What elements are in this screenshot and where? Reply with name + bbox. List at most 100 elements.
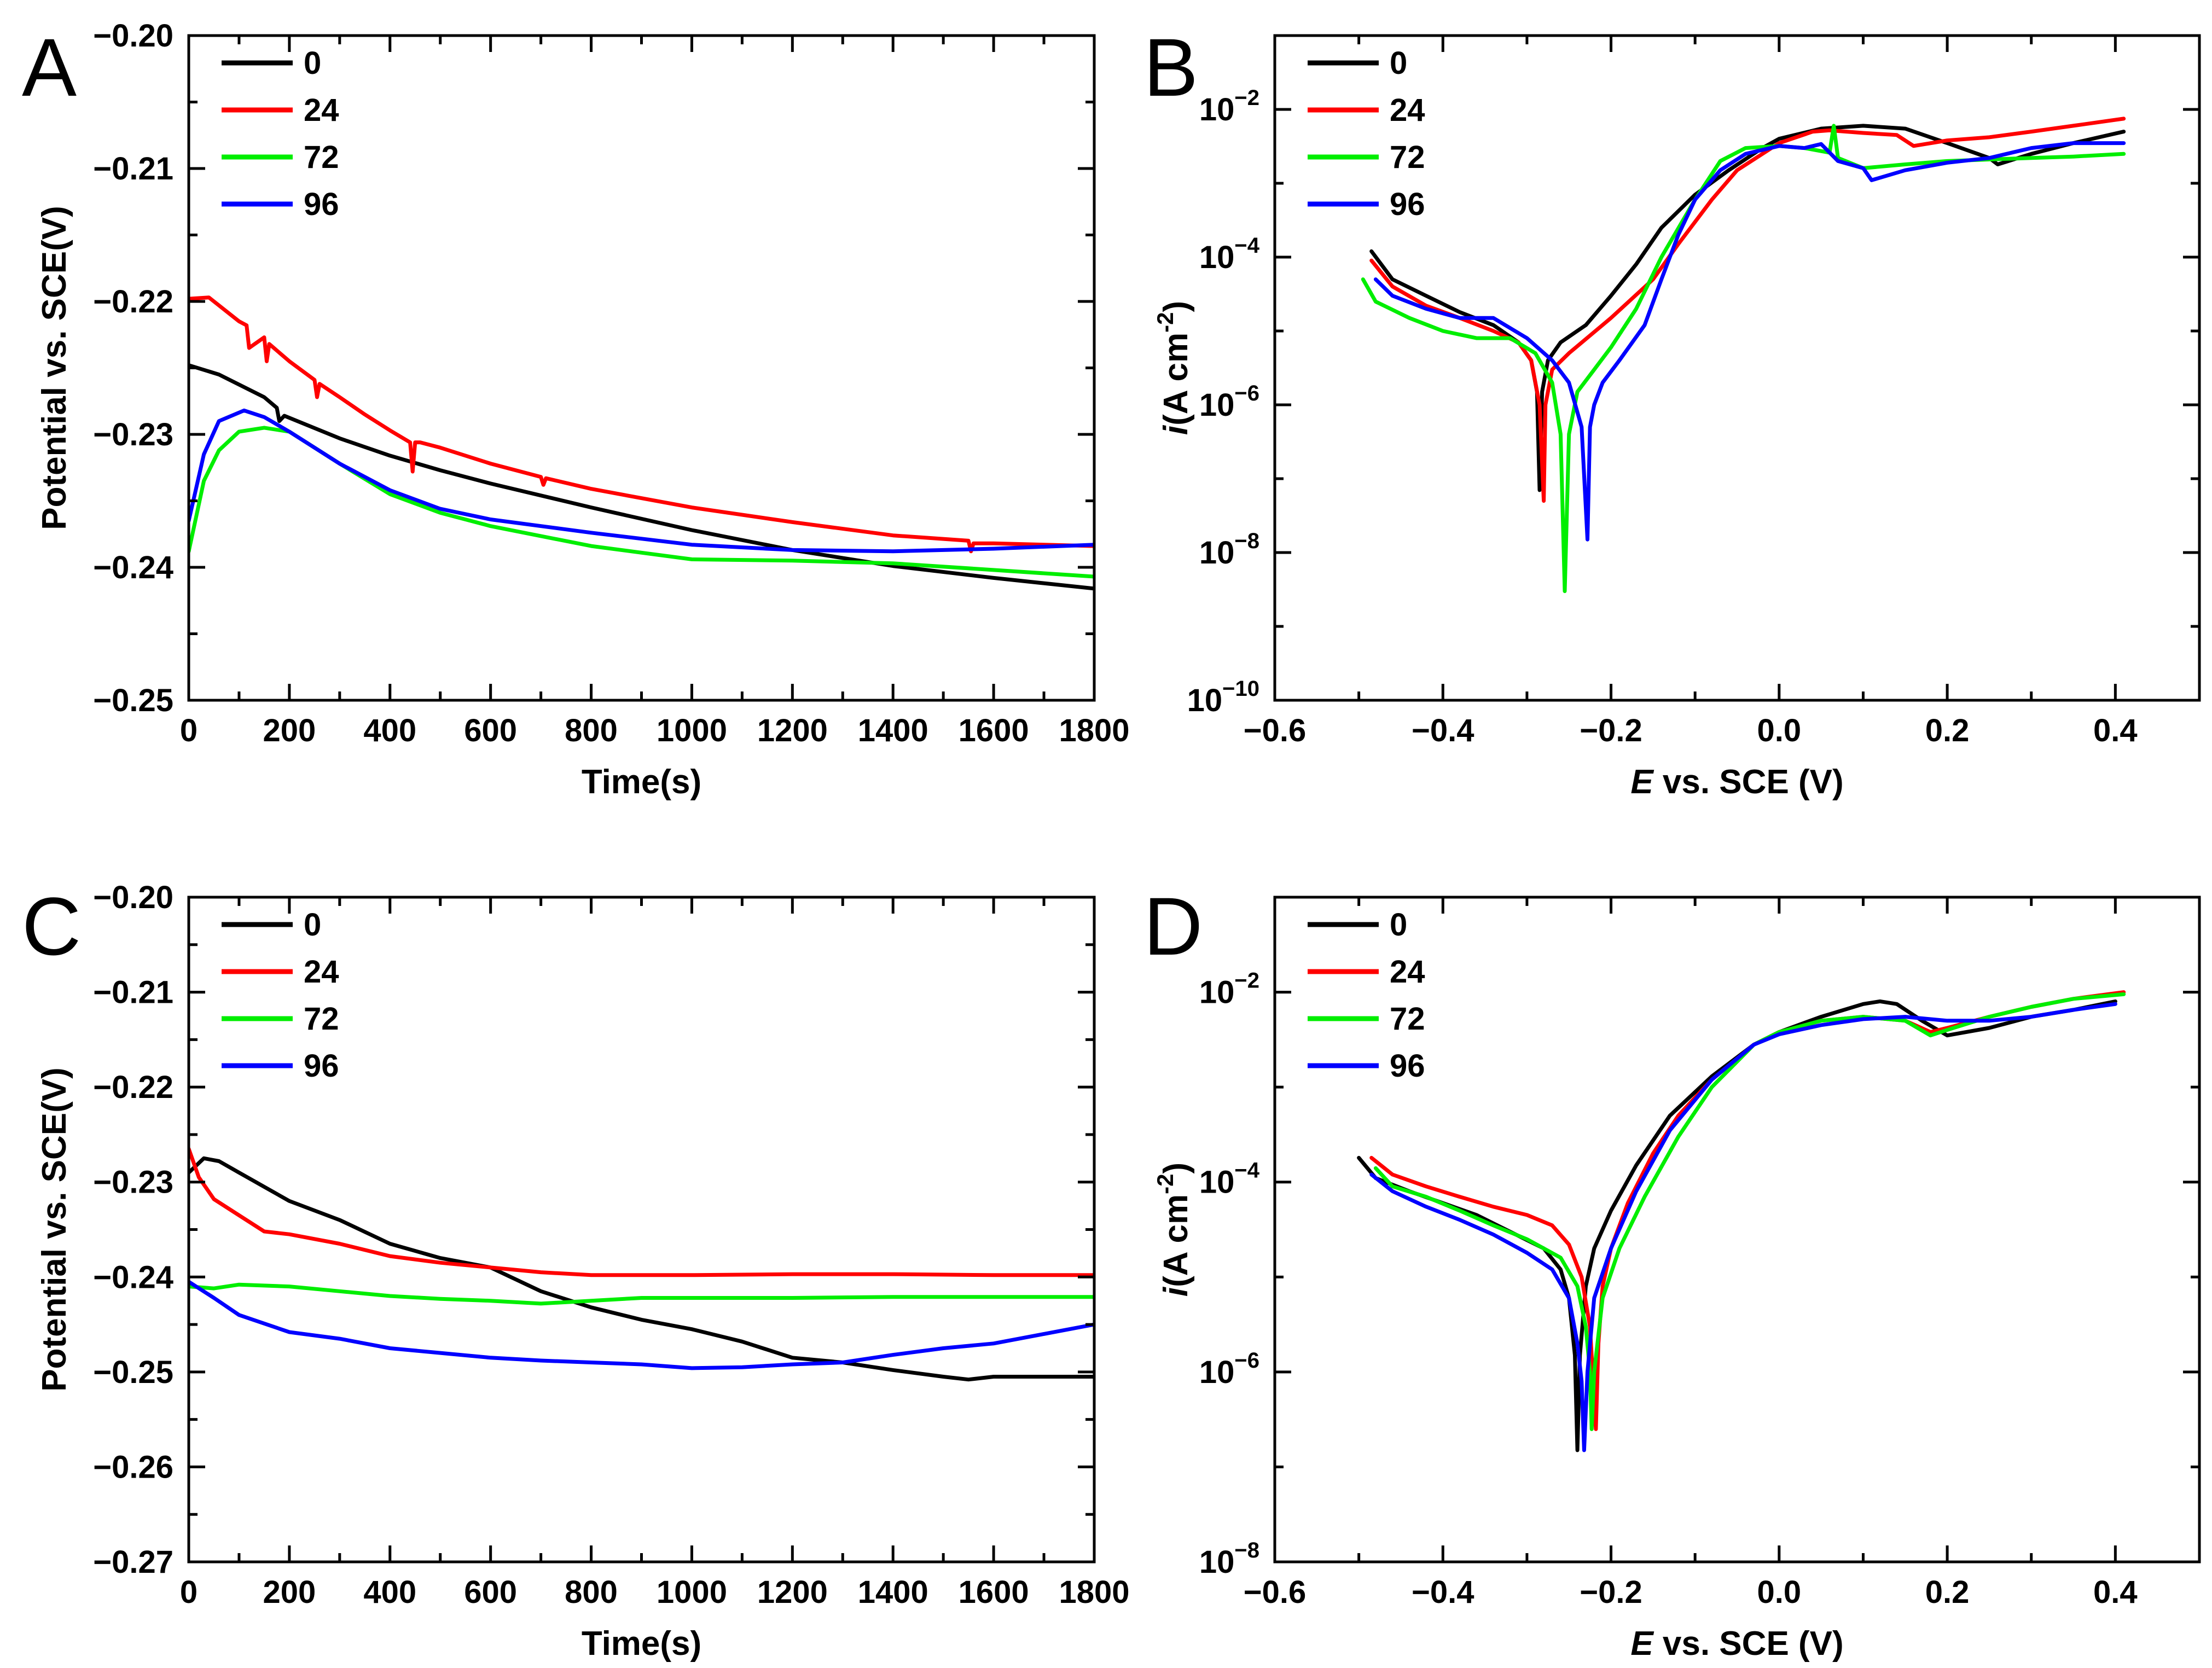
legend-label-24: 24 [304,92,339,128]
y-tick-label: −0.27 [93,1544,173,1580]
y-tick-label: −0.20 [93,880,173,915]
legend-label-0: 0 [1390,45,1407,81]
x-tick-label: −0.6 [1244,713,1307,748]
series-line-24 [189,1147,1094,1277]
x-tick-label: −0.2 [1580,713,1642,748]
x-tick-label: 0.2 [1925,713,1970,748]
x-tick-label: 1200 [757,713,828,748]
y-tick-label: 10−10 [1187,677,1259,718]
x-tick-label: 1400 [858,1574,928,1610]
y-tick-label: −0.22 [93,284,173,319]
panel-letter: A [22,21,77,113]
x-tick-label: 600 [464,713,517,748]
y-axis-label: i(A cm-2) [1152,301,1195,435]
legend-label-24: 24 [1390,92,1425,128]
y-tick-label: −0.20 [93,18,173,54]
x-axis-label: Time(s) [582,1625,701,1663]
panel-letter: B [1143,21,1198,113]
x-axis-label: E vs. SCE (V) [1630,763,1843,801]
panel-letter: D [1143,880,1203,972]
y-axis-label: Potential vs. SCE(V) [36,206,73,530]
x-tick-label: 1000 [657,1574,727,1610]
x-tick-label: 800 [565,1574,618,1610]
legend-label-72: 72 [304,1001,339,1037]
legend-label-24: 24 [1390,954,1425,990]
x-tick-label: 1200 [757,1574,828,1610]
x-tick-label: 0.4 [2093,713,2138,748]
legend-label-0: 0 [1390,907,1407,943]
series-line-72 [1361,124,2126,594]
x-tick-label: 200 [263,1574,316,1610]
y-tick-label: 10−2 [1199,969,1259,1010]
y-tick-label: 10−8 [1199,529,1259,571]
legend-label-96: 96 [1390,187,1425,222]
plot-frame [1273,896,2201,1564]
legend-label-72: 72 [1390,1001,1425,1037]
x-tick-label: 1400 [858,713,928,748]
x-tick-label: 400 [363,1574,416,1610]
x-tick-label: 1000 [657,713,727,748]
series-line-96 [1369,1002,2117,1452]
y-tick-label: 10−4 [1199,234,1260,275]
legend-label-72: 72 [1390,140,1425,175]
y-axis-label: Potential vs. SCE(V) [36,1067,73,1392]
series-line-24 [189,295,1094,554]
series-line-96 [189,408,1094,554]
series-line-72 [189,426,1094,579]
y-tick-label: 10−2 [1199,86,1259,127]
y-tick-label: 10−8 [1199,1538,1259,1580]
legend-label-24: 24 [304,954,339,990]
y-tick-label: 10−6 [1199,381,1259,423]
x-tick-label: 0.2 [1925,1574,1970,1610]
y-tick-label: −0.25 [93,1355,173,1390]
legend-label-0: 0 [304,907,321,943]
y-tick-label: 10−4 [1199,1159,1260,1200]
y-tick-label: −0.21 [93,975,173,1010]
x-tick-label: 200 [263,713,316,748]
x-axis-label: Time(s) [582,763,701,801]
y-tick-label: −0.22 [93,1070,173,1105]
series-line-72 [1373,992,2126,1431]
y-tick-label: −0.21 [93,151,173,187]
x-tick-label: 0.0 [1757,713,1801,748]
x-tick-label: −0.4 [1412,1574,1474,1610]
y-tick-label: −0.25 [93,683,173,718]
y-tick-label: −0.24 [93,1259,173,1295]
x-tick-label: 1800 [1059,713,1129,748]
series-line-0 [189,1156,1094,1382]
y-axis-label: i(A cm-2) [1152,1163,1195,1297]
y-tick-label: −0.23 [93,1165,173,1200]
legend-label-96: 96 [1390,1048,1425,1084]
panel-a: A 0 200 400 600 800 1000 1200 1400 1600 1800 −0.25 −… [22,18,1130,801]
legend-label-72: 72 [304,140,339,175]
x-tick-label: −0.2 [1580,1574,1642,1610]
x-tick-label: 0.0 [1757,1574,1801,1610]
x-tick-label: 0 [180,713,198,748]
legend-label-96: 96 [304,187,339,222]
legend-label-0: 0 [304,45,321,81]
y-tick-label: −0.24 [93,550,173,585]
x-tick-label: 1800 [1059,1574,1129,1610]
series-line-96 [1373,141,2126,542]
series-line-96 [189,1280,1094,1370]
x-tick-label: −0.6 [1244,1574,1307,1610]
panel-d: D −0.6 −0.4 −0.2 0.0 0.2 0.4 10−8 10−6 10−4 10−2 E … [1143,880,2201,1663]
series-line-72 [189,1282,1094,1306]
plot-frame [1273,34,2201,702]
x-tick-label: 400 [363,713,416,748]
y-tick-label: −0.23 [93,417,173,452]
x-tick-label: 0 [180,1574,198,1610]
x-tick-label: 800 [565,713,618,748]
series-line-24 [1369,990,2126,1431]
panel-b: B −0.6 −0.4 −0.2 0.0 0.2 0.4 10−10 10−8 10−6 10−4 1… [1143,21,2201,801]
x-tick-label: 1600 [959,713,1029,748]
x-axis-label: E vs. SCE (V) [1630,1625,1843,1663]
panel-letter: C [22,880,81,972]
x-tick-label: 0.4 [2093,1574,2138,1610]
x-tick-label: 600 [464,1574,517,1610]
x-tick-label: 1600 [959,1574,1029,1610]
x-tick-label: −0.4 [1412,713,1474,748]
y-tick-label: 10−6 [1199,1349,1259,1390]
